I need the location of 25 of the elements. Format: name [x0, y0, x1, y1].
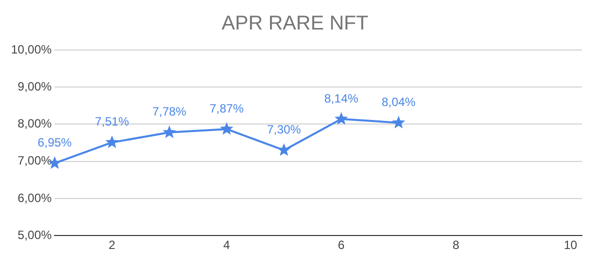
data-label: 8,04%: [382, 95, 416, 110]
point: [105, 135, 119, 148]
chart-title: APR RARE NFT: [222, 12, 368, 35]
point: [162, 125, 176, 138]
data-label: 8,14%: [324, 91, 359, 106]
data-label: 7,78%: [152, 104, 187, 119]
point: [392, 116, 406, 128]
data-label: 6,95%: [38, 136, 72, 150]
point: [334, 112, 348, 125]
x-tick-label: 4: [223, 238, 230, 252]
data-label: 7,30%: [266, 122, 302, 137]
point: [277, 143, 291, 156]
x-tick-label: 10: [564, 238, 578, 252]
data-label: 7,87%: [210, 101, 244, 116]
x-tick-label: 6: [338, 238, 345, 252]
data-label: 7,51%: [95, 114, 130, 129]
y-tick-label: 7,00%: [18, 154, 52, 168]
x-tick-label: 2: [108, 238, 116, 252]
y-tick-label: 5,00%: [18, 228, 52, 242]
y-tick-label: 8,00%: [18, 116, 52, 131]
y-tick-label: 9,00%: [18, 79, 52, 94]
point: [220, 122, 234, 135]
x-tick-label: 8: [452, 238, 460, 252]
y-tick-label: 6,00%: [18, 190, 52, 205]
y-tick-label: 10,00%: [10, 42, 52, 56]
